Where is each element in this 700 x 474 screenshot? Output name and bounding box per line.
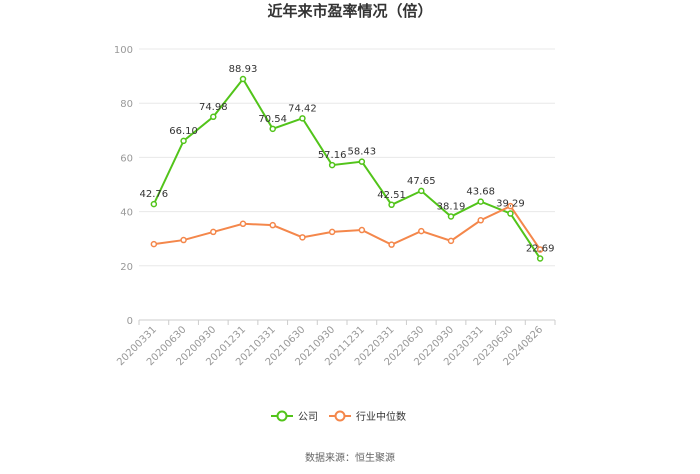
data-point[interactable] xyxy=(388,201,395,209)
data-point[interactable] xyxy=(150,240,158,248)
data-point[interactable] xyxy=(477,198,484,205)
legend-item-0[interactable]: 公司 xyxy=(271,410,318,424)
legend-item-1[interactable]: 行业中位数 xyxy=(329,410,406,423)
legend-label: 行业中位数 xyxy=(356,410,406,423)
legend-marker xyxy=(334,410,346,422)
data-point[interactable] xyxy=(328,228,336,236)
data-point[interactable] xyxy=(447,237,455,245)
data-label: 66.10 xyxy=(169,126,198,137)
data-point[interactable] xyxy=(418,227,425,235)
data-point[interactable] xyxy=(210,113,217,121)
data-point[interactable] xyxy=(477,217,484,224)
y-tick-label: 20 xyxy=(120,262,133,273)
data-point[interactable] xyxy=(328,161,336,169)
legend[interactable]: 公司 行业中位数 xyxy=(271,410,406,423)
y-tick-label: 40 xyxy=(120,208,133,219)
data-point[interactable] xyxy=(210,228,217,236)
data-point[interactable] xyxy=(239,75,247,83)
data-point[interactable] xyxy=(358,226,366,234)
data-label: 74.98 xyxy=(199,102,228,113)
series-group xyxy=(150,75,544,262)
data-point[interactable] xyxy=(299,234,306,241)
data-label: 22.69 xyxy=(526,244,555,255)
y-tick-label: 0 xyxy=(127,316,133,327)
data-point[interactable] xyxy=(180,236,187,244)
legend-marker xyxy=(276,410,288,422)
data-label: 43.68 xyxy=(466,187,495,198)
y-tick-label: 80 xyxy=(120,99,133,110)
data-point[interactable] xyxy=(299,115,306,122)
data-point[interactable] xyxy=(269,221,276,229)
data-label: 47.65 xyxy=(407,176,436,187)
data-label: 58.43 xyxy=(348,147,377,158)
y-tick-label: 100 xyxy=(114,45,133,56)
data-label: 88.93 xyxy=(229,64,258,75)
data-label: 70.54 xyxy=(258,114,287,125)
data-point[interactable] xyxy=(447,213,455,220)
data-source: 数据来源：恒生聚源 xyxy=(305,451,395,464)
data-point[interactable] xyxy=(536,246,544,253)
data-label: 57.16 xyxy=(318,150,347,161)
data-point[interactable] xyxy=(239,220,247,228)
data-point[interactable] xyxy=(507,210,514,217)
data-label: 38.19 xyxy=(437,202,466,213)
data-point[interactable] xyxy=(388,241,395,248)
data-point[interactable] xyxy=(418,187,425,195)
series-line-1 xyxy=(153,204,541,251)
grid-lines xyxy=(139,48,555,321)
data-point[interactable] xyxy=(269,125,276,133)
y-tick-label: 60 xyxy=(120,153,133,164)
data-label: 39.29 xyxy=(496,199,525,210)
data-point[interactable] xyxy=(180,137,187,145)
data-point[interactable] xyxy=(150,200,158,208)
x-axis: 2020033120200630202009302020123120210331… xyxy=(115,319,556,368)
y-axis: 0 20 40 60 80 100 xyxy=(114,45,133,327)
data-label: 42.51 xyxy=(377,190,406,201)
data-point[interactable] xyxy=(536,255,544,262)
data-point[interactable] xyxy=(358,158,366,165)
series-line-0 xyxy=(152,77,541,260)
data-label: 74.42 xyxy=(288,103,317,114)
chart-title: 近年来市盈率情况（倍） xyxy=(267,2,432,20)
legend-label: 公司 xyxy=(298,412,318,423)
data-point[interactable] xyxy=(507,202,514,210)
data-label: 42.76 xyxy=(140,189,169,200)
